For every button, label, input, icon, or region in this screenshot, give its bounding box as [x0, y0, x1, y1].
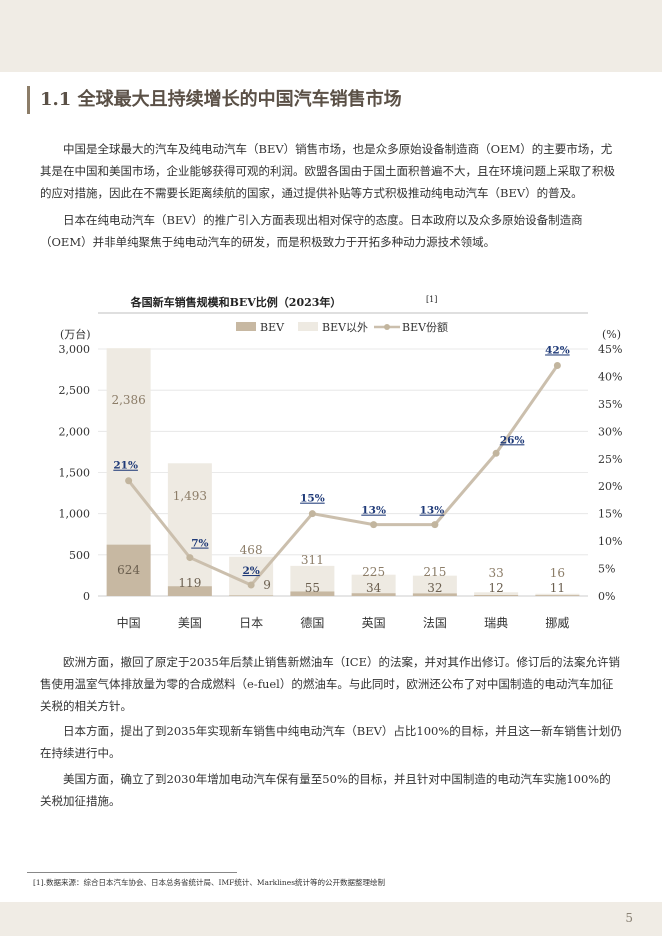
data-label-non-bev: 215 [423, 565, 446, 579]
bar-bev [167, 586, 212, 596]
data-label-share: 15% [300, 493, 325, 505]
bar-non-bev [474, 592, 519, 596]
bar-bev [290, 591, 335, 596]
data-label-non-bev: 2,386 [111, 393, 145, 407]
y-axis-left-unit: (万台) [60, 327, 91, 341]
data-label-non-bev: 225 [362, 565, 385, 579]
chart-title: 各国新车销售规模和BEV比例（2023年） [130, 295, 342, 309]
data-label-bev: 12 [488, 581, 503, 595]
y-tick-left: 2,000 [59, 425, 91, 438]
bev-share-chart: 各国新车销售规模和BEV比例（2023年） [1] BEV BEV以外 BEV份额 (万台… [40, 288, 630, 638]
share-point [553, 361, 561, 369]
data-label-share: 13% [361, 505, 386, 517]
legend-label-share: BEV份额 [402, 321, 448, 334]
y-tick-right: 30% [598, 425, 622, 438]
data-label-non-bev: 16 [550, 566, 565, 580]
x-tick-label: 中国 [117, 615, 141, 630]
bar-bev [535, 595, 580, 596]
data-label-share: 7% [191, 538, 208, 550]
data-label-bev: 55 [305, 581, 320, 595]
y-tick-right: 40% [598, 370, 622, 383]
section-title: 1.1 全球最大且持续增长的中国汽车销售市场 [40, 89, 402, 110]
share-point [370, 521, 378, 529]
bar-bev [474, 595, 519, 596]
x-tick-label: 英国 [362, 616, 386, 630]
bar-bev [229, 595, 274, 596]
y-tick-left: 3,000 [59, 343, 91, 356]
legend-swatch-non-bev [298, 322, 318, 331]
bar-bev [412, 593, 457, 596]
y-tick-left: 500 [69, 549, 90, 562]
bar-non-bev [351, 574, 396, 594]
share-point [247, 581, 255, 589]
share-point [492, 449, 500, 457]
header-band [0, 0, 662, 72]
data-label-bev: 9 [263, 578, 271, 592]
share-point [186, 554, 194, 562]
data-label-share: 21% [113, 460, 138, 472]
section-accent-bar [27, 86, 30, 114]
paragraph-2: 日本在纯电动汽车（BEV）的推广引入方面表现出相对保守的态度。日本政府以及众多原… [40, 213, 583, 249]
data-label-non-bev: 33 [488, 566, 503, 580]
legend-label-non-bev: BEV以外 [322, 321, 368, 334]
bar-non-bev [106, 348, 151, 545]
chart-svg: 各国新车销售规模和BEV比例（2023年） [1] BEV BEV以外 BEV份额 (万台… [59, 295, 623, 630]
paragraph-1: 中国是全球最大的汽车及纯电动汽车（BEV）销售市场，也是众多原始设备制造商（OE… [40, 142, 615, 200]
bar-bev [106, 544, 151, 596]
data-label-share: 13% [420, 505, 445, 517]
data-label-bev: 34 [366, 581, 382, 595]
data-label-bev: 624 [117, 563, 140, 577]
chart-title-ref: [1] [426, 295, 437, 304]
y-tick-right: 5% [598, 563, 615, 576]
share-point [125, 477, 133, 485]
share-point [431, 521, 439, 529]
footer-band [0, 902, 662, 936]
x-tick-label: 瑞典 [484, 616, 508, 630]
paragraph-5: 美国方面，确立了到2030年增加电动汽车保有量至50%的目标，并且针对中国制造的… [40, 772, 611, 808]
paragraph-4: 日本方面，提出了到2035年实现新车销售中纯电动汽车（BEV）占比100%的目标… [40, 724, 622, 760]
paragraph-3: 欧洲方面，撤回了原定于2035年后禁止销售新燃油车（ICE）的法案，并对其作出修… [40, 655, 620, 713]
data-label-non-bev: 311 [301, 553, 324, 567]
bar-bev [351, 593, 396, 596]
y-tick-right: 35% [598, 398, 622, 411]
data-label-share: 2% [242, 565, 259, 577]
x-tick-label: 挪威 [545, 616, 569, 630]
x-tick-label: 日本 [239, 616, 263, 630]
data-label-bev: 32 [427, 581, 442, 595]
data-label-bev: 119 [178, 576, 201, 590]
y-tick-right: 20% [598, 480, 622, 493]
x-tick-label: 法国 [423, 616, 447, 630]
y-tick-right: 25% [598, 453, 622, 466]
bar-non-bev [535, 593, 580, 596]
data-label-share: 26% [500, 434, 525, 446]
y-tick-left: 1,000 [59, 508, 91, 521]
x-tick-label: 美国 [178, 616, 202, 630]
data-label-non-bev: 1,493 [173, 489, 207, 503]
data-label-non-bev: 468 [240, 543, 263, 557]
share-line [127, 364, 559, 587]
bar-non-bev [229, 556, 274, 596]
y-tick-left: 1,500 [59, 467, 91, 480]
y-tick-right: 10% [598, 535, 622, 548]
page-number: 5 [625, 911, 633, 925]
footnote: [1].数据来源：综合日本汽车协会、日本总务省统计局、IMF统计、Marklin… [33, 878, 386, 887]
y-tick-right: 0% [598, 590, 615, 603]
bar-non-bev [290, 565, 335, 592]
footnote-rule [27, 872, 237, 873]
y-tick-right: 45% [598, 343, 622, 356]
legend-swatch-bev [236, 322, 256, 331]
legend-label-bev: BEV [260, 321, 285, 334]
data-label-bev: 11 [550, 581, 565, 595]
data-label-share: 42% [545, 344, 570, 356]
y-tick-left: 2,500 [59, 384, 91, 397]
y-tick-left: 0 [83, 590, 90, 603]
legend-marker-share [384, 324, 390, 330]
y-axis-right-unit: (%) [602, 328, 621, 341]
y-tick-right: 15% [598, 508, 622, 521]
share-point [308, 510, 316, 518]
bar-non-bev [412, 575, 457, 594]
bar-non-bev [167, 463, 212, 587]
x-tick-label: 德国 [300, 615, 324, 630]
